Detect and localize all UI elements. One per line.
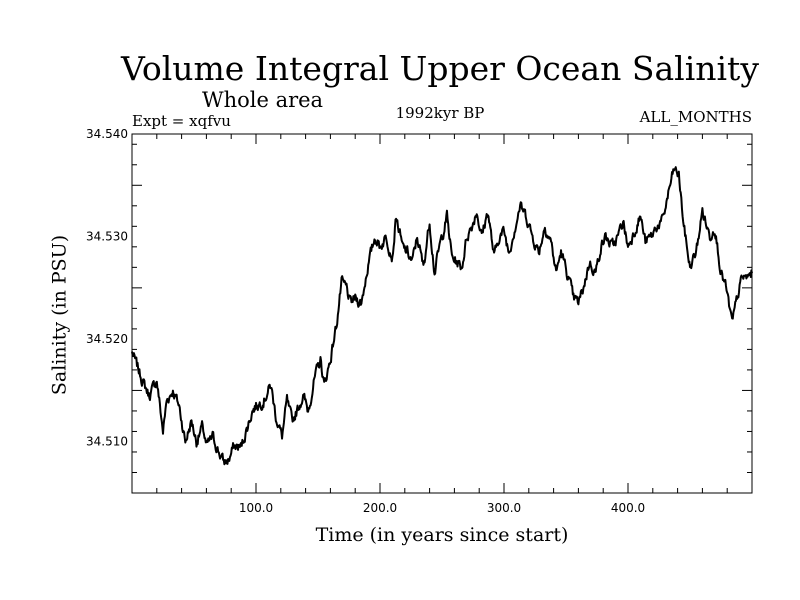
chart-subtitle: Whole area	[202, 88, 324, 112]
y-tick-label: 34.520	[86, 332, 128, 346]
x-tick-label: 300.0	[487, 501, 521, 515]
x-tick-label: 200.0	[363, 501, 397, 515]
experiment-label: Expt = xqfvu	[132, 112, 231, 130]
x-tick-label: 100.0	[239, 501, 273, 515]
axis-ticks	[132, 134, 752, 493]
y-tick-label: 34.530	[86, 230, 128, 244]
y-tick-label: 34.540	[86, 127, 128, 141]
period-label: 1992kyr BP	[395, 104, 485, 122]
x-tick-label: 400.0	[611, 501, 645, 515]
months-label: ALL_MONTHS	[639, 108, 752, 126]
chart-title: Volume Integral Upper Ocean Salinity	[121, 49, 759, 88]
plot-frame	[131, 133, 753, 494]
y-tick-label: 34.510	[86, 435, 128, 449]
tick-labels: 100.0 200.0 300.0 400.0 34.510 34.520 34.530 34…	[86, 127, 645, 515]
salinity-series-line	[131, 166, 753, 466]
x-axis-label: Time (in years since start)	[315, 524, 569, 546]
